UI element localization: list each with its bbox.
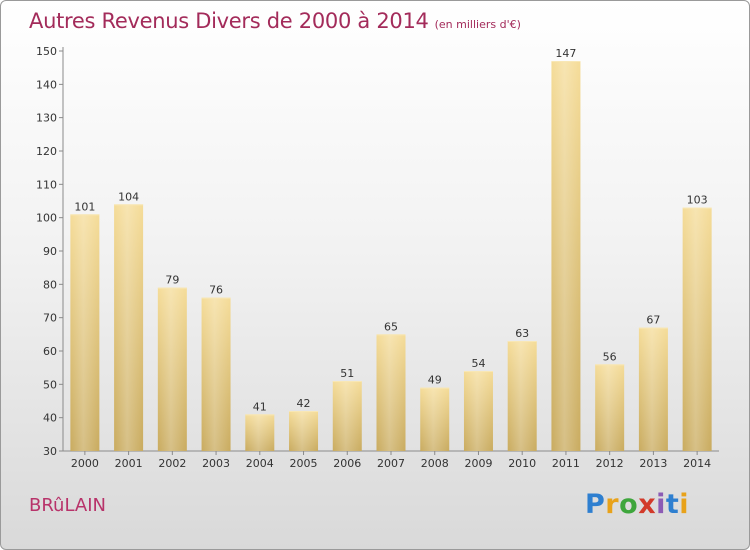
x-tick-label: 2008 xyxy=(421,457,449,470)
data-label: 41 xyxy=(253,400,267,413)
axes: 30 40 50 60 70 80 90 100 110 120 130 140 150 2000 2001… xyxy=(36,45,719,470)
data-label: 79 xyxy=(165,274,179,287)
x-tick-label: 2007 xyxy=(377,457,405,470)
y-tick-label: 50 xyxy=(43,378,57,391)
x-tick-label: 2001 xyxy=(115,457,143,470)
data-label: 42 xyxy=(297,397,311,410)
bar-highlight xyxy=(201,297,231,451)
bar-highlight xyxy=(289,411,319,451)
bar-highlight xyxy=(245,414,275,451)
x-tick-label: 2006 xyxy=(333,457,361,470)
y-tick-label: 60 xyxy=(43,345,57,358)
logo-letter: t xyxy=(665,489,680,520)
logo-letter: i xyxy=(656,489,666,520)
x-tick-label: 2000 xyxy=(71,457,99,470)
bar-highlight xyxy=(463,371,493,451)
y-tick-label: 90 xyxy=(43,245,57,258)
data-label: 101 xyxy=(74,200,95,213)
data-label: 49 xyxy=(428,374,442,387)
data-label: 65 xyxy=(384,320,398,333)
bars xyxy=(70,61,712,451)
bar-highlight xyxy=(70,214,100,451)
data-label: 67 xyxy=(646,314,660,327)
x-tick-label: 2013 xyxy=(639,457,667,470)
title-unit: (en milliers d'€) xyxy=(434,18,521,31)
bar-highlight xyxy=(420,387,450,451)
title-text: Autres Revenus Divers de 2000 à 2014 xyxy=(29,9,429,33)
y-tick-label: 140 xyxy=(36,78,57,91)
x-tick-label: 2011 xyxy=(552,457,580,470)
commune-name: BRûLAIN xyxy=(29,495,106,516)
data-label: 76 xyxy=(209,284,223,297)
y-tick-label: 120 xyxy=(36,145,57,158)
data-labels: 101 104 79 76 41 42 51 65 49 54 63 147 56 67 103 xyxy=(74,47,707,413)
x-tick-label: 2004 xyxy=(246,457,274,470)
y-tick-label: 70 xyxy=(43,312,57,325)
data-label: 103 xyxy=(687,194,708,207)
x-tick-label: 2014 xyxy=(683,457,711,470)
data-label: 56 xyxy=(603,350,617,363)
y-tick-label: 100 xyxy=(36,212,57,225)
logo-letter: P xyxy=(585,489,606,520)
bar-highlight xyxy=(332,381,362,451)
data-label: 51 xyxy=(340,367,354,380)
y-tick-label: 110 xyxy=(36,178,57,191)
data-label: 63 xyxy=(515,327,529,340)
x-tick-label: 2003 xyxy=(202,457,230,470)
logo-letter: o xyxy=(619,489,639,520)
y-tick-label: 40 xyxy=(43,412,57,425)
data-label: 147 xyxy=(555,47,576,60)
proxiti-logo: Proxiti xyxy=(585,489,689,520)
data-label: 54 xyxy=(471,357,485,370)
logo-letter: r xyxy=(605,489,620,520)
chart-title: Autres Revenus Divers de 2000 à 2014 (en … xyxy=(29,9,521,33)
bar-highlight xyxy=(638,327,668,451)
bar-highlight xyxy=(507,341,537,451)
logo-letter: x xyxy=(638,489,657,520)
x-tick-label: 2005 xyxy=(290,457,318,470)
x-tick-label: 2002 xyxy=(158,457,186,470)
bar-highlight xyxy=(595,364,625,451)
x-tick-label: 2012 xyxy=(596,457,624,470)
bar-highlight xyxy=(114,204,144,451)
data-label: 104 xyxy=(118,190,139,203)
logo-letter: i xyxy=(679,489,690,520)
bar-highlight xyxy=(551,61,581,451)
bar-highlight xyxy=(376,334,406,451)
y-tick-label: 80 xyxy=(43,278,57,291)
x-tick-label: 2010 xyxy=(508,457,536,470)
y-tick-label: 30 xyxy=(43,445,57,458)
y-tick-label: 150 xyxy=(36,45,57,58)
bar-highlight xyxy=(682,207,712,451)
x-tick-label: 2009 xyxy=(464,457,492,470)
y-tick-label: 130 xyxy=(36,112,57,125)
bar-highlight xyxy=(157,287,187,451)
